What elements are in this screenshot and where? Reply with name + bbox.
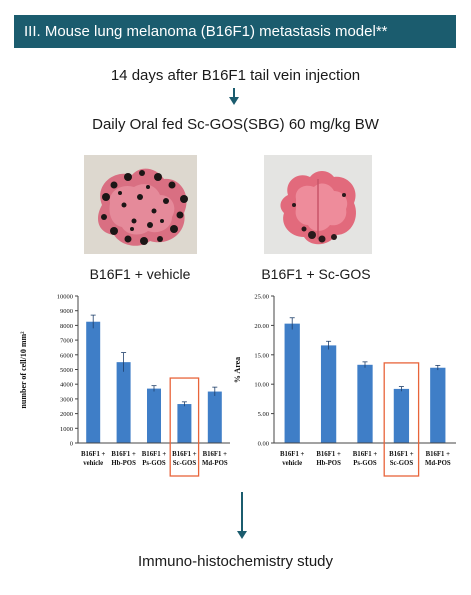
y-tick-label: 25.00 <box>254 294 269 301</box>
bar <box>430 367 446 443</box>
category-label: Ps-GOS <box>142 460 166 467</box>
category-label: Hb-POS <box>111 460 136 467</box>
y-tick-label: 10000 <box>57 294 73 301</box>
category-label: B16F1 + <box>353 451 378 458</box>
y-tick-label: 20.00 <box>254 323 269 330</box>
category-label: B16F1 + <box>389 451 414 458</box>
category-label: Sc-GOS <box>173 460 197 467</box>
category-label: Ps-GOS <box>353 460 377 467</box>
category-label: B16F1 + <box>172 451 197 458</box>
chart-cell-count-highlight <box>169 377 200 477</box>
category-label: Hb-POS <box>316 460 341 467</box>
bar <box>357 364 373 443</box>
y-tick-label: 8000 <box>60 323 73 330</box>
chart-percent-area-highlight <box>383 362 420 477</box>
arrow-2-line <box>241 492 243 532</box>
arrow-2-head <box>237 531 247 539</box>
chart-percent-area-ylabel: % Area <box>233 357 242 383</box>
y-tick-label: 6000 <box>60 352 73 359</box>
step-injection: 14 days after B16F1 tail vein injection <box>110 67 361 84</box>
arrow-1-head <box>229 97 239 105</box>
category-label: B16F1 + <box>81 451 106 458</box>
y-tick-label: 0.00 <box>258 441 269 448</box>
chart-percent-area: 0.00 5.00 10.00 15.00 20.00 25.00 B16F1 + vehi… <box>233 294 456 477</box>
y-tick-label: 4000 <box>60 382 73 389</box>
bar <box>207 391 222 443</box>
y-tick-label: 15.00 <box>254 352 269 359</box>
category-label: Sc-GOS <box>390 460 414 467</box>
y-tick-label: 0 <box>70 441 73 448</box>
y-tick-label: 3000 <box>60 396 73 403</box>
chart-cell-count-ylabel: number of cell/10 mm² <box>19 331 28 409</box>
lung-photo-scgos <box>264 155 372 254</box>
y-tick-label: 5.00 <box>258 411 269 418</box>
caption-vehicle: B16F1 + vehicle <box>89 266 191 282</box>
category-label: B16F1 + <box>142 451 167 458</box>
step-final: Immuno-histochemistry study <box>137 553 334 570</box>
y-tick-label: 9000 <box>60 308 73 315</box>
y-tick-label: 10.00 <box>254 382 269 389</box>
category-label: B16F1 + <box>280 451 305 458</box>
category-label: Md-POS <box>202 460 228 467</box>
category-label: vehicle <box>83 460 103 467</box>
chart-cell-count: 0 1000 2000 3000 4000 5000 6000 7000 8000 9000 100… <box>19 294 230 477</box>
bar <box>320 345 337 443</box>
title-banner: III. Mouse lung melanoma (B16F1) metasta… <box>14 15 456 48</box>
bar <box>177 404 192 443</box>
bar <box>147 388 161 443</box>
category-label: B16F1 + <box>316 451 341 458</box>
y-tick-label: 5000 <box>60 367 73 374</box>
lung-photo-vehicle <box>84 155 197 254</box>
bar <box>116 362 131 443</box>
step-treatment: Daily Oral fed Sc-GOS(SBG) 60 mg/kg BW <box>92 116 379 133</box>
category-label: B16F1 + <box>426 451 451 458</box>
bar <box>86 321 101 443</box>
category-label: Md-POS <box>425 460 451 467</box>
category-label: B16F1 + <box>111 451 136 458</box>
y-tick-label: 7000 <box>60 338 73 345</box>
y-tick-label: 1000 <box>60 426 73 433</box>
bar <box>393 388 410 443</box>
y-tick-label: 2000 <box>60 411 73 418</box>
arrow-1-line <box>233 88 235 98</box>
category-label: B16F1 + <box>203 451 228 458</box>
caption-scgos: B16F1 + Sc-GOS <box>261 266 371 282</box>
bar <box>284 323 300 443</box>
banner-title: III. Mouse lung melanoma (B16F1) metasta… <box>24 23 388 40</box>
category-label: vehicle <box>282 460 302 467</box>
